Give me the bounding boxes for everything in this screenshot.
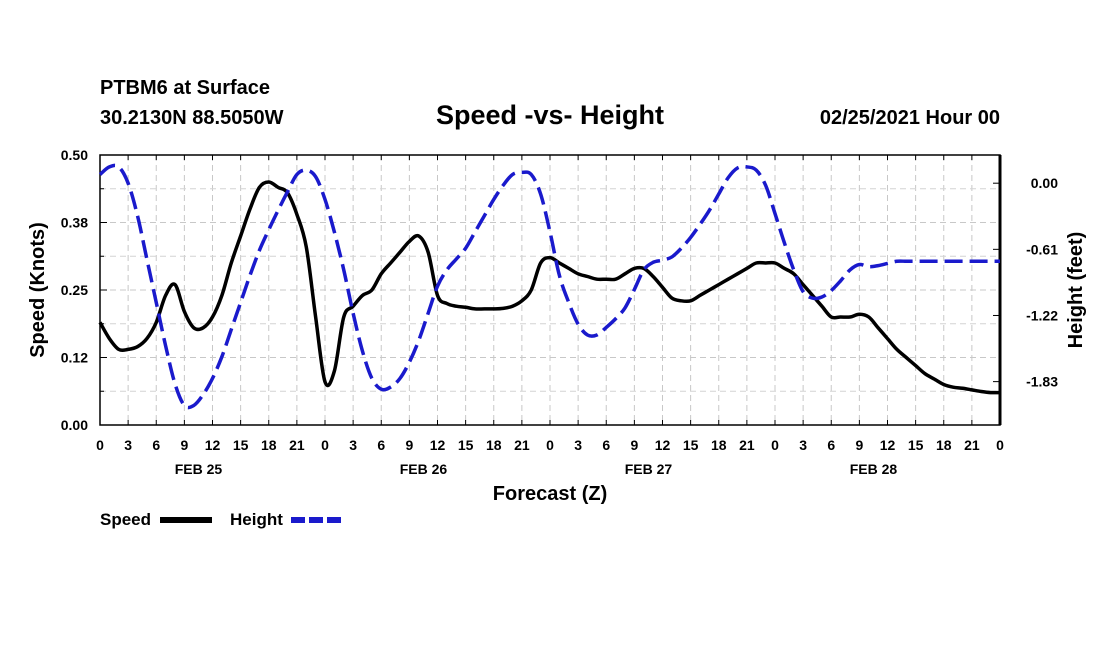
x-tick-label: 12: [205, 437, 221, 453]
left-axis-ticks: 0.00 0.12 0.25 0.38 0.50: [61, 147, 107, 433]
day-label: FEB 26: [400, 461, 448, 477]
y-left-tick-label: 0.25: [61, 282, 88, 298]
x-tick-label: 0: [996, 437, 1004, 453]
x-tick-label: 15: [683, 437, 699, 453]
x-tick-label: 18: [936, 437, 952, 453]
x-tick-label: 0: [96, 437, 104, 453]
legend: Speed Height: [100, 510, 343, 529]
x-tick-label: 21: [964, 437, 980, 453]
coordinates-label: 30.2130N 88.5050W: [100, 107, 284, 129]
speed-series-line: [98, 180, 1001, 395]
x-axis-ticks: 0 3 6 9 12 15 18 21 0 3 6 9 12 15 18 21 0 3 6 9 12 15 18 21 0 3 6 9…: [96, 155, 1004, 453]
y-right-tick-label: -0.61: [1026, 241, 1058, 257]
y-left-tick-label: 0.00: [61, 417, 88, 433]
day-label: FEB 25: [175, 461, 223, 477]
right-axis-ticks: 0.00 -0.61 -1.22 -1.83: [993, 175, 1058, 390]
height-series-line: [98, 163, 1000, 410]
x-tick-label: 18: [711, 437, 727, 453]
y-left-tick-label: 0.12: [61, 350, 88, 366]
x-tick-label: 12: [880, 437, 896, 453]
x-tick-label: 21: [514, 437, 530, 453]
day-labels: FEB 25 FEB 26 FEB 27 FEB 28: [175, 461, 898, 477]
legend-speed-label: Speed: [100, 510, 151, 529]
x-tick-label: 3: [349, 437, 357, 453]
x-tick-label: 0: [771, 437, 779, 453]
x-tick-label: 3: [799, 437, 807, 453]
y-right-tick-label: -1.83: [1026, 374, 1058, 390]
x-tick-label: 6: [602, 437, 610, 453]
x-tick-label: 12: [655, 437, 671, 453]
legend-height-label: Height: [230, 510, 283, 529]
y-left-tick-label: 0.38: [61, 215, 88, 231]
x-tick-label: 12: [430, 437, 446, 453]
station-label: PTBM6 at Surface: [100, 77, 270, 99]
y-left-tick-label: 0.50: [61, 147, 88, 163]
grid-lines: [100, 155, 1000, 425]
series-layer: [98, 163, 1001, 410]
x-tick-label: 9: [180, 437, 188, 453]
x-tick-label: 6: [377, 437, 385, 453]
x-tick-label: 3: [574, 437, 582, 453]
x-tick-label: 21: [289, 437, 305, 453]
x-tick-label: 9: [855, 437, 863, 453]
day-label: FEB 28: [850, 461, 898, 477]
x-tick-label: 18: [261, 437, 277, 453]
x-tick-label: 15: [233, 437, 249, 453]
day-label: FEB 27: [625, 461, 673, 477]
y-right-tick-label: 0.00: [1031, 175, 1058, 191]
x-tick-label: 9: [405, 437, 413, 453]
x-tick-label: 0: [546, 437, 554, 453]
y-axis-right-title: Height (feet): [1065, 232, 1087, 349]
x-tick-label: 3: [124, 437, 132, 453]
chart-title: Speed -vs- Height: [436, 100, 664, 130]
x-axis-title: Forecast (Z): [493, 483, 607, 505]
x-tick-label: 9: [630, 437, 638, 453]
x-tick-label: 18: [486, 437, 502, 453]
y-axis-left-title: Speed (Knots): [27, 222, 49, 358]
x-tick-label: 15: [458, 437, 474, 453]
y-right-tick-label: -1.22: [1026, 307, 1058, 323]
x-tick-label: 0: [321, 437, 329, 453]
x-tick-label: 6: [152, 437, 160, 453]
x-tick-label: 21: [739, 437, 755, 453]
datetime-label: 02/25/2021 Hour 00: [820, 107, 1000, 129]
x-tick-label: 6: [827, 437, 835, 453]
x-tick-label: 15: [908, 437, 924, 453]
